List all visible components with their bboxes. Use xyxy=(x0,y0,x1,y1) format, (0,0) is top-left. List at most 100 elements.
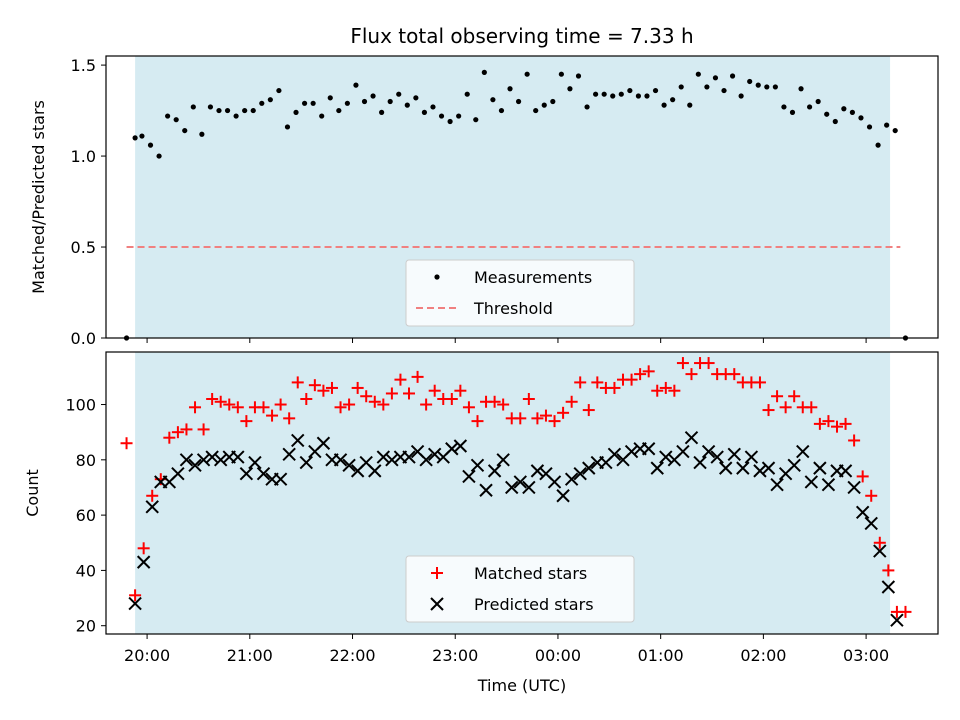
data-point xyxy=(273,472,288,486)
bottom-series-layer xyxy=(120,357,912,627)
x-tick-label: 00:00 xyxy=(535,646,581,665)
data-point xyxy=(610,93,616,99)
data-point xyxy=(565,395,578,408)
data-point xyxy=(738,93,744,99)
x-tick-label: 23:00 xyxy=(432,646,478,665)
y-tick-label: 100 xyxy=(65,396,96,415)
data-point xyxy=(788,390,801,403)
data-point xyxy=(333,453,348,467)
data-point xyxy=(257,401,270,414)
data-point xyxy=(214,395,227,408)
data-point xyxy=(651,384,664,397)
top-panel: 0.0 0.5 1.0 1.5 Matched/Predicted stars Mea… xyxy=(29,55,939,348)
data-point xyxy=(471,415,484,428)
data-point xyxy=(470,458,485,473)
data-point xyxy=(301,100,308,106)
data-point xyxy=(779,401,792,414)
data-point xyxy=(624,444,639,459)
data-point xyxy=(822,415,835,428)
data-point xyxy=(507,86,513,92)
data-point xyxy=(650,461,664,475)
data-point xyxy=(283,412,296,425)
data-point xyxy=(573,466,587,481)
data-point xyxy=(379,109,385,115)
data-point xyxy=(473,117,479,123)
data-point xyxy=(505,480,519,495)
data-point xyxy=(299,455,314,470)
data-point xyxy=(336,107,342,114)
data-point xyxy=(276,87,282,94)
data-point xyxy=(847,480,861,495)
data-point xyxy=(678,84,684,90)
data-point xyxy=(404,102,410,108)
y-tick-label: 0.0 xyxy=(71,329,96,348)
data-point xyxy=(188,458,202,473)
data-point xyxy=(319,113,325,119)
data-point xyxy=(456,113,462,119)
data-point xyxy=(513,475,527,489)
legend-measurements-label: Measurements xyxy=(474,268,592,287)
data-point xyxy=(179,453,194,467)
data-point xyxy=(327,95,333,101)
data-point xyxy=(522,393,535,405)
data-point xyxy=(804,475,819,489)
data-point xyxy=(627,87,633,94)
data-point xyxy=(676,357,689,370)
data-point xyxy=(685,368,698,381)
data-point xyxy=(522,480,536,495)
data-point xyxy=(582,461,596,475)
legend-threshold-label: Threshold xyxy=(473,299,553,318)
data-point xyxy=(849,109,856,115)
data-point xyxy=(361,98,368,105)
data-point xyxy=(813,417,826,430)
x-tick-label: 21:00 xyxy=(227,646,273,665)
top-series-layer xyxy=(123,69,909,341)
data-point xyxy=(824,111,830,117)
data-point xyxy=(325,381,338,394)
data-point xyxy=(250,107,256,114)
data-point xyxy=(137,542,150,555)
data-point xyxy=(317,384,330,397)
data-point xyxy=(427,447,442,462)
data-point xyxy=(719,461,733,475)
data-point xyxy=(447,118,453,125)
data-point xyxy=(884,122,890,128)
data-point xyxy=(196,453,211,467)
data-point xyxy=(541,102,547,108)
data-point xyxy=(641,442,656,456)
data-point xyxy=(430,104,436,110)
data-point xyxy=(652,87,659,94)
data-point xyxy=(771,390,784,403)
data-point xyxy=(300,393,313,405)
data-point xyxy=(805,401,818,414)
data-point xyxy=(267,97,273,103)
data-point xyxy=(770,477,784,492)
data-point xyxy=(821,477,836,492)
data-point xyxy=(205,450,219,464)
data-point xyxy=(755,82,761,88)
y-tick-label: 80 xyxy=(76,451,96,470)
data-point xyxy=(625,373,638,386)
data-point xyxy=(574,376,587,389)
data-point xyxy=(156,153,162,159)
data-point xyxy=(216,107,222,114)
data-point xyxy=(798,86,804,92)
data-point xyxy=(496,453,510,467)
data-point xyxy=(764,84,770,90)
data-point xyxy=(593,91,599,97)
data-point xyxy=(498,107,505,114)
data-point xyxy=(556,489,570,503)
top-plot-frame xyxy=(105,55,939,339)
data-point xyxy=(394,373,407,386)
legend-measurements-marker xyxy=(434,274,440,280)
data-point xyxy=(147,142,154,148)
data-point xyxy=(890,613,904,627)
data-point xyxy=(182,127,188,134)
data-point xyxy=(223,398,236,411)
bottom-legend-box xyxy=(405,555,635,623)
data-point xyxy=(858,115,864,121)
data-point xyxy=(199,131,205,137)
data-point xyxy=(344,100,350,106)
bottom-panel: 20 40 60 80 100 20:00 21:00 22:00 23:00 00:00 01:… xyxy=(23,351,939,695)
top-y-axis-label: Matched/Predicted stars xyxy=(29,100,48,294)
